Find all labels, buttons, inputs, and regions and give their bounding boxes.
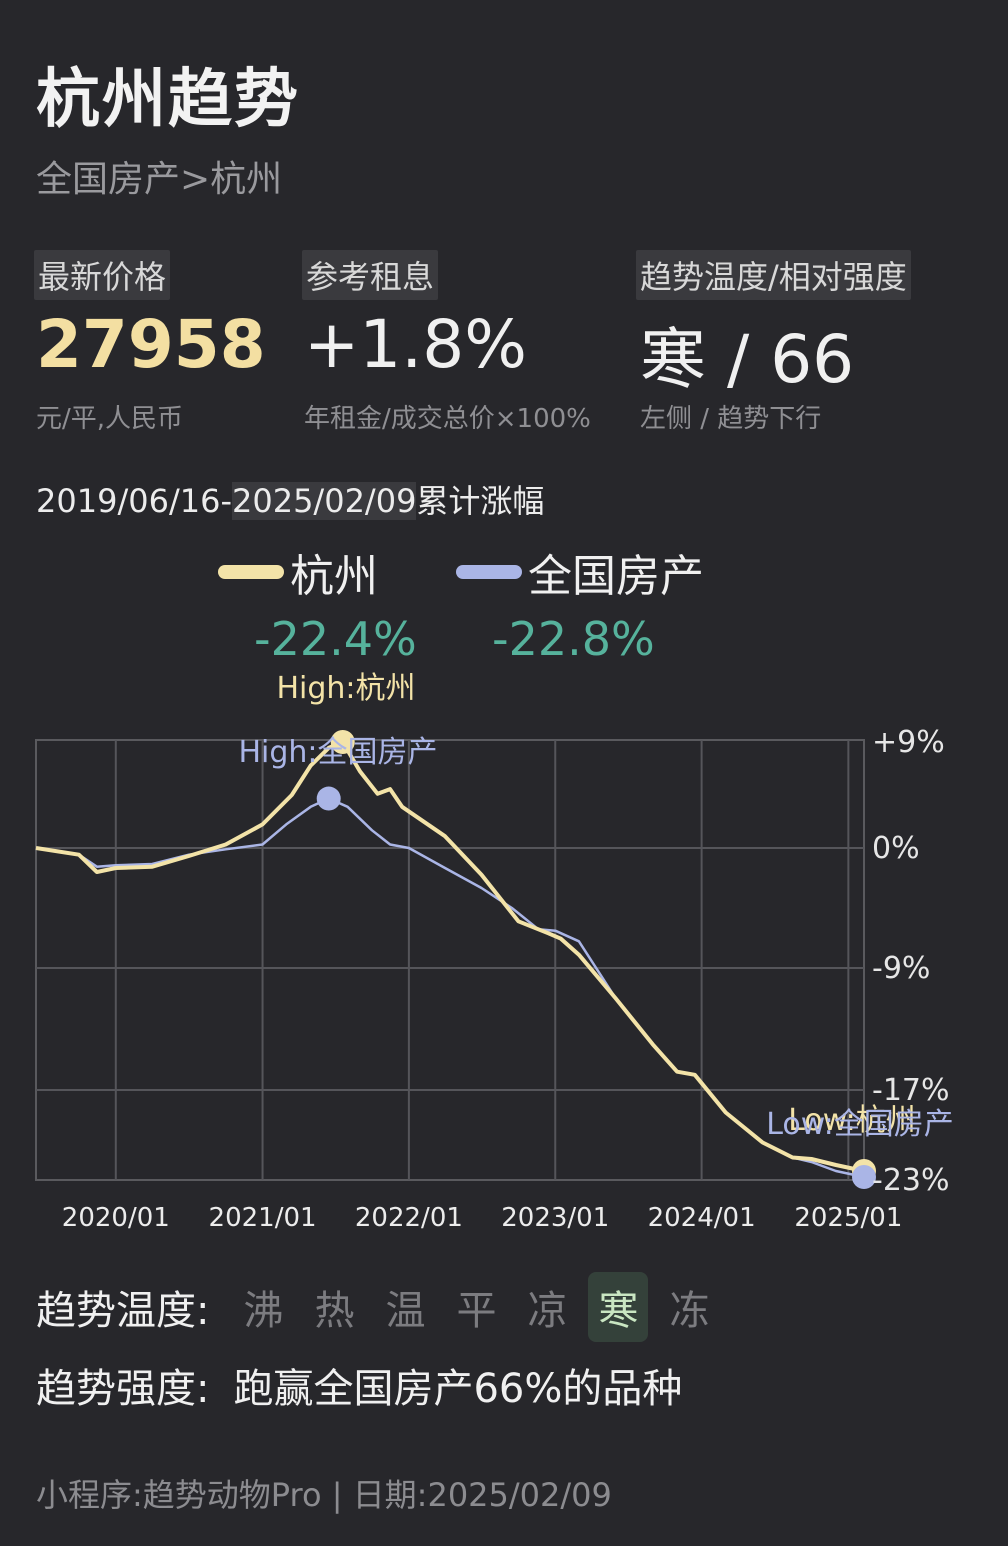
legend-item-hangzhou[interactable]: 杭州 [218, 540, 378, 604]
temperature-row: 趋势温度: 沸 热 温 平 凉 寒 冻 [36, 1272, 730, 1342]
series-line-hangzhou [35, 740, 865, 1173]
x-tick-label: 2022/01 [355, 1203, 463, 1233]
series-line-national [35, 797, 865, 1179]
y-tick-label: -9% [872, 951, 930, 986]
legend-item-national[interactable]: 全国房产 [456, 540, 704, 604]
annotation-label: High:杭州 [276, 671, 415, 706]
x-tick-label: 2020/01 [62, 1203, 170, 1233]
annotation-marker [330, 730, 355, 754]
range-end[interactable]: 2025/02/09 [231, 482, 417, 520]
price-value: 27958 [36, 306, 266, 383]
temp-level-hot: 热 [314, 1288, 355, 1334]
plot-frame [35, 739, 865, 1181]
price-unit: 元/平,人民币 [36, 404, 184, 434]
breadcrumb[interactable]: 全国房产>杭州 [36, 159, 283, 200]
chart-grid [35, 739, 865, 1181]
temp-level-freeze: 冻 [669, 1288, 710, 1334]
temp-level-cool: 凉 [527, 1288, 568, 1334]
date-range: 2019/06/16-2025/02/09累计涨幅 [36, 476, 544, 522]
footer-source: 小程序:趋势动物Pro | 日期:2025/02/09 [36, 1476, 612, 1514]
legend-swatch-national [456, 565, 522, 579]
legend-pct-national: -22.8% [492, 612, 655, 666]
annotation-label: High:全国房产 [238, 735, 437, 770]
trend-value: 寒 / 66 [640, 321, 855, 398]
y-tick-label: -23% [872, 1163, 950, 1198]
range-start: 2019/06/16- [36, 482, 232, 520]
chart-y-ticks: +9% 0% -9% -17% -23% [872, 725, 950, 1198]
chart-x-ticks: 2020/01 2021/01 2022/01 2023/01 2024/01 2025/… [62, 1203, 903, 1233]
chart-lines [35, 740, 865, 1179]
temp-level-boiling: 沸 [243, 1288, 284, 1334]
range-suffix: 累计涨幅 [416, 482, 545, 520]
temp-level-cold: 寒 [588, 1272, 649, 1342]
rent-formula: 年租金/成交总价×100% [304, 404, 591, 434]
y-tick-label: -17% [872, 1073, 950, 1108]
rent-label: 参考租息 [302, 250, 439, 300]
price-label: 最新价格 [34, 250, 171, 300]
strength-text: 跑赢全国房产66%的品种 [233, 1366, 683, 1412]
annotation-label: Low:杭州 [788, 1103, 916, 1138]
x-tick-label: 2023/01 [501, 1203, 609, 1233]
strength-row: 趋势强度: 跑赢全国房产66%的品种 [36, 1356, 682, 1414]
annotation-marker [316, 786, 341, 811]
legend-label: 全国房产 [528, 551, 704, 602]
legend-pct-hangzhou: -22.4% [254, 612, 417, 666]
rent-value: +1.8% [304, 306, 527, 383]
x-tick-label: 2021/01 [209, 1203, 317, 1233]
legend-swatch-hangzhou [218, 565, 284, 579]
x-tick-label: 2025/01 [794, 1203, 902, 1233]
legend-label: 杭州 [290, 551, 378, 602]
temp-level-warm: 温 [385, 1288, 426, 1334]
y-tick-label: +9% [872, 725, 945, 760]
annotation-marker [852, 1165, 876, 1189]
temp-level-flat: 平 [456, 1288, 497, 1334]
x-tick-label: 2024/01 [648, 1203, 756, 1233]
temperature-label: 趋势温度: [36, 1288, 210, 1334]
annotation-label: Low:全国房产 [766, 1107, 954, 1142]
y-tick-label: 0% [872, 831, 920, 866]
trend-sub: 左侧 / 趋势下行 [640, 404, 822, 434]
page-title: 杭州趋势 [36, 63, 300, 137]
trend-label: 趋势温度/相对强度 [636, 250, 911, 300]
strength-label: 趋势强度: [36, 1366, 210, 1412]
